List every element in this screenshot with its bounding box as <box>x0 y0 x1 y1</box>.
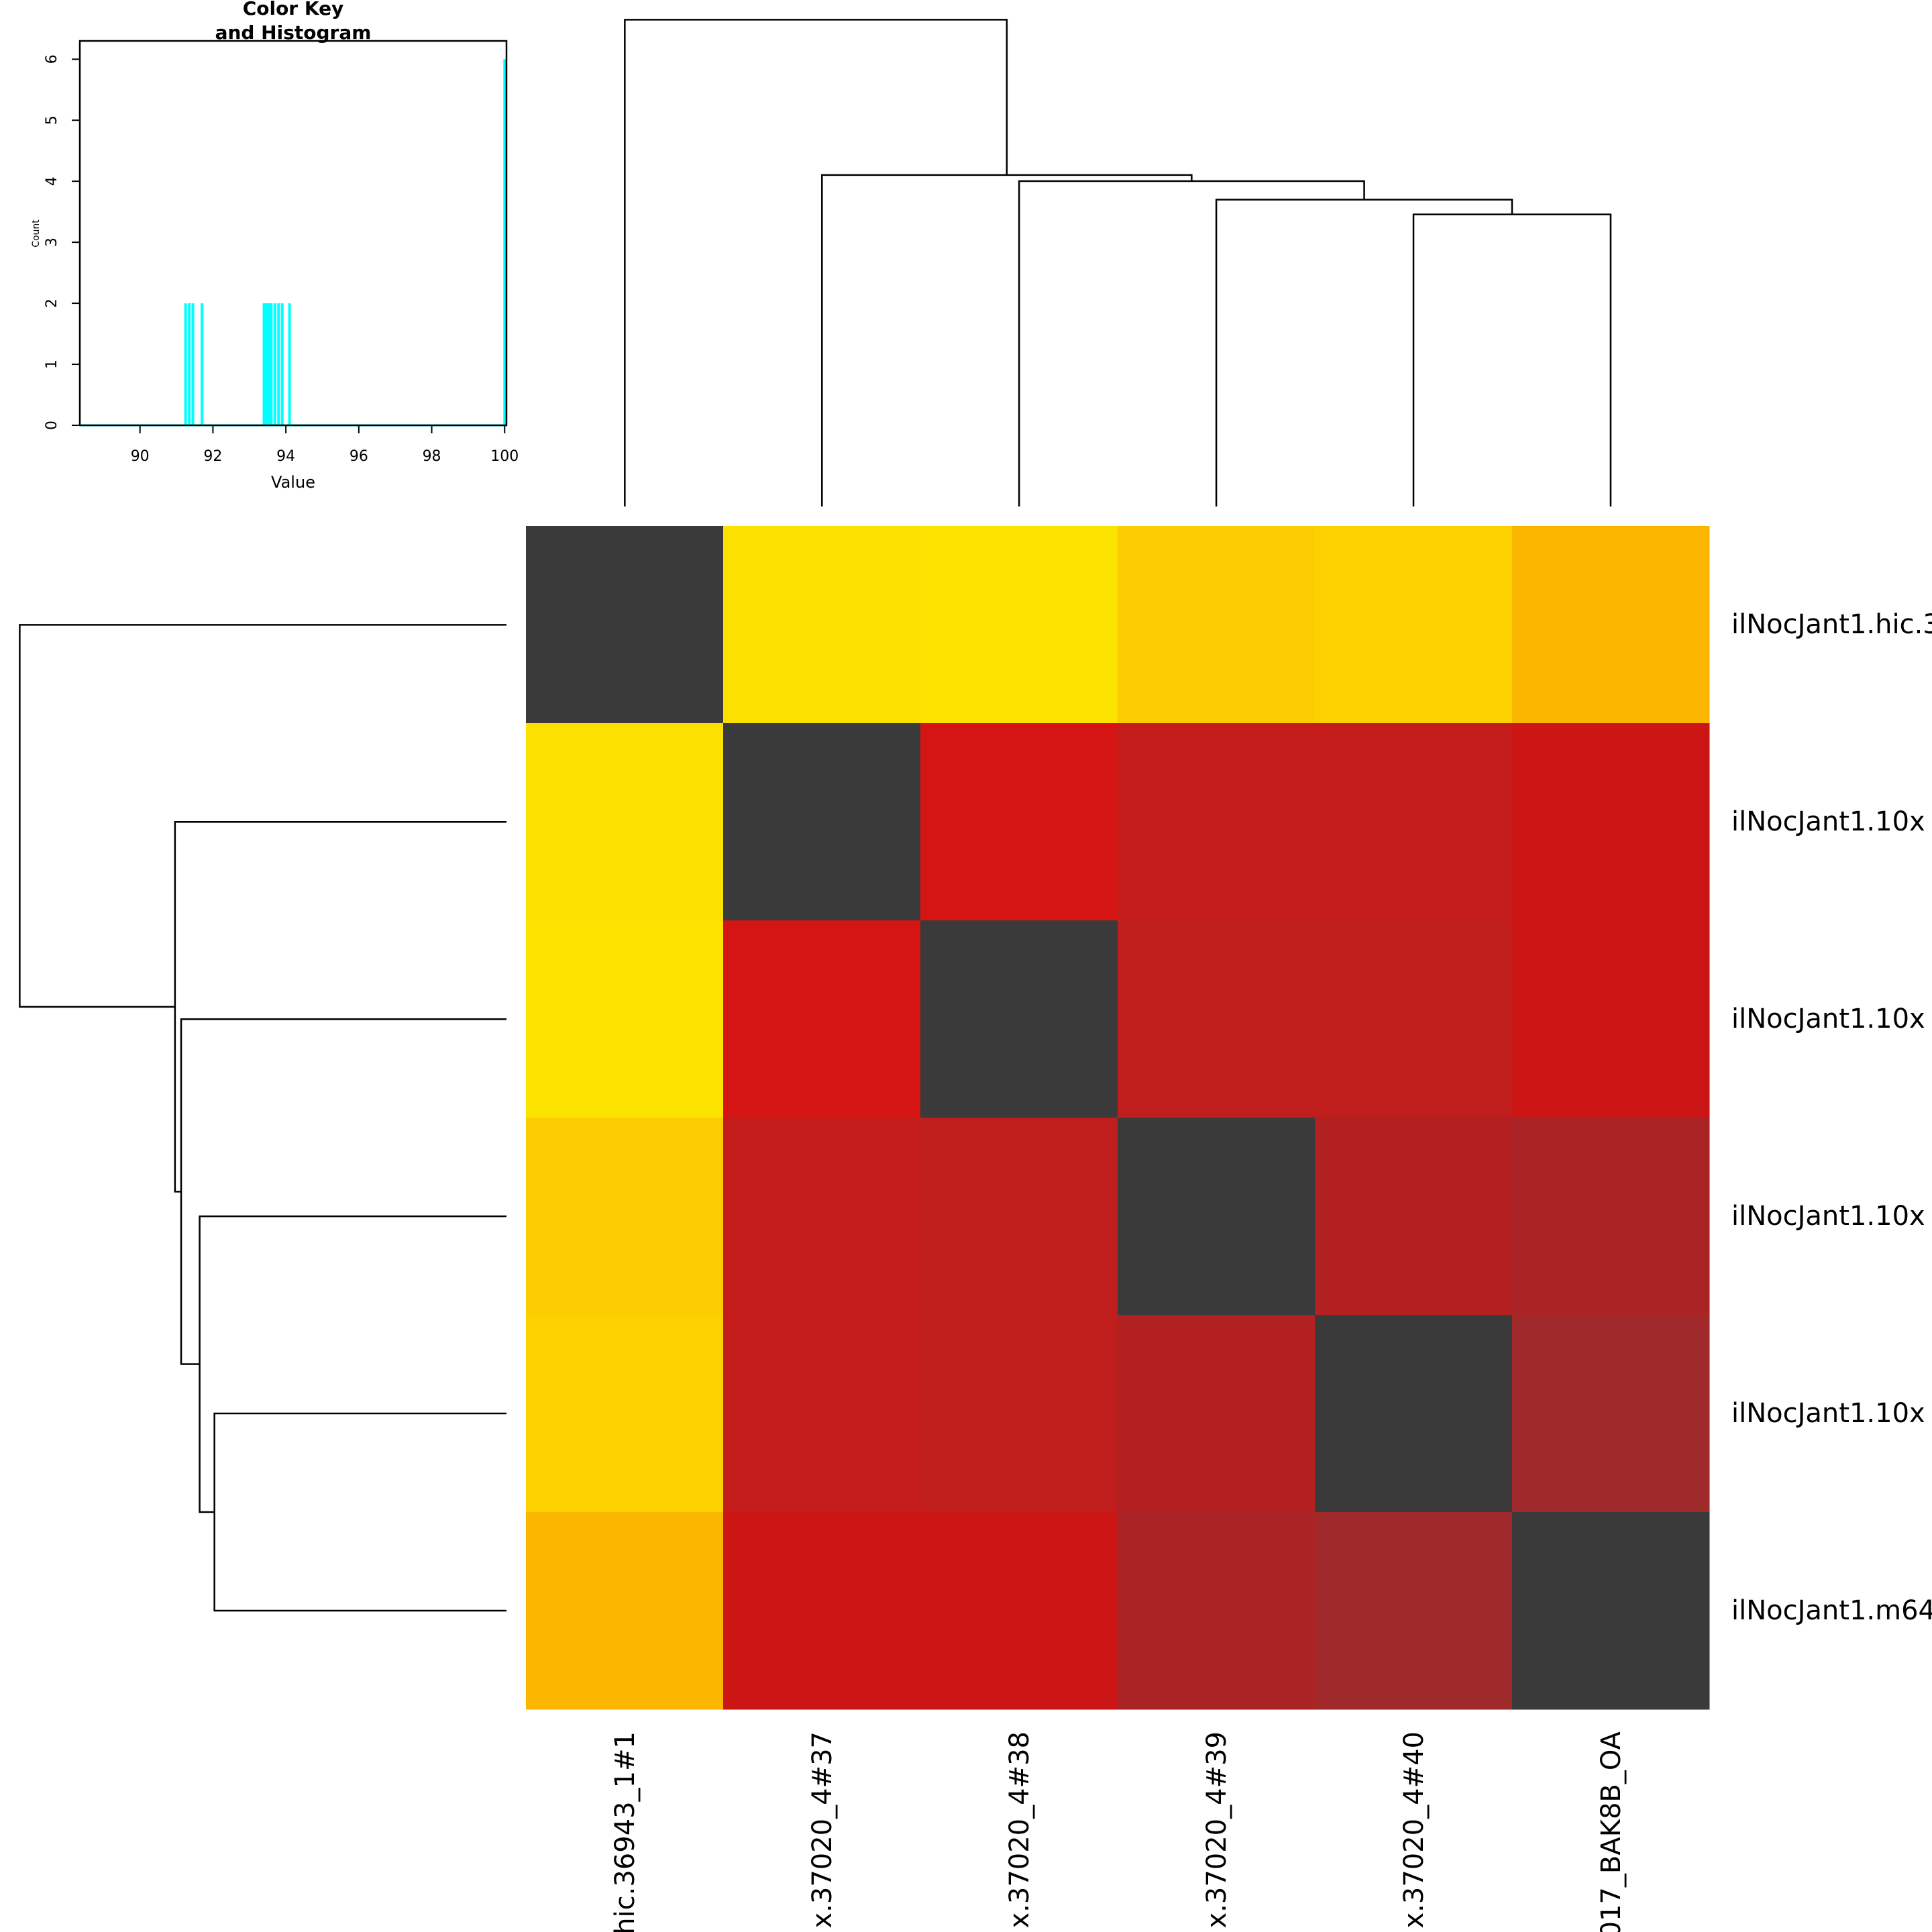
y-tick-label: 2 <box>44 299 60 308</box>
heatmap-cell <box>1315 920 1513 1118</box>
y-tick-label: 4 <box>44 176 60 186</box>
column-label: hic.36943_1#1 <box>610 1731 641 1932</box>
heatmap-cell <box>1512 1512 1710 1710</box>
heatmap-cell <box>920 920 1118 1118</box>
x-tick-label: 98 <box>423 448 441 465</box>
key-title: Color Key <box>243 0 344 19</box>
column-label: 017_BAK8B_OA <box>1596 1731 1627 1932</box>
heatmap-cell <box>526 1118 724 1316</box>
heatmap-cell <box>723 920 921 1118</box>
y-tick-label: 0 <box>44 421 60 430</box>
heatmap-cell <box>1512 1118 1710 1316</box>
heatmap-cell <box>1315 1512 1513 1710</box>
heatmap-cell <box>1512 723 1710 921</box>
column-label: x.37020_4#38 <box>1004 1731 1035 1929</box>
heatmap-cell <box>1118 723 1316 921</box>
heatmap-cell <box>920 526 1118 724</box>
x-axis-label: Value <box>271 473 315 492</box>
heatmap-cell <box>1315 1315 1513 1513</box>
heatmap-cell <box>1315 723 1513 921</box>
heatmap-cell <box>920 1315 1118 1513</box>
column-label: x.37020_4#40 <box>1399 1731 1430 1929</box>
heatmap-cell <box>526 1512 724 1710</box>
heatmap-cell <box>1315 1118 1513 1316</box>
heatmap-cell <box>526 723 724 921</box>
heatmap-cell <box>920 723 1118 921</box>
heatmap-cell <box>723 1512 921 1710</box>
column-dendrogram <box>624 19 1612 507</box>
y-tick-label: 6 <box>44 54 60 64</box>
heatmap-cell <box>526 920 724 1118</box>
row-dendrogram <box>19 624 507 1612</box>
column-label: x.37020_4#37 <box>807 1731 838 1929</box>
y-tick-label: 3 <box>44 237 60 247</box>
plot-frame <box>78 40 508 427</box>
x-tick-label: 96 <box>350 448 368 465</box>
row-label: ilNocJant1.10x <box>1731 1201 1925 1232</box>
heatmap-cell <box>1118 1118 1316 1316</box>
x-tick-label: 100 <box>490 448 519 465</box>
heatmap-cell <box>1512 920 1710 1118</box>
heatmap-cell <box>1118 526 1316 724</box>
heatmap-cell <box>723 1118 921 1316</box>
key-subtitle: and Histogram <box>215 21 372 44</box>
row-label: ilNocJant1.10x <box>1731 1004 1925 1034</box>
row-label: ilNocJant1.10x <box>1731 806 1925 837</box>
heatmap-cell <box>920 1118 1118 1316</box>
y-axis-label: Count <box>31 219 42 248</box>
heatmap-cell <box>920 1512 1118 1710</box>
heatmap-cell <box>723 526 921 724</box>
row-label: ilNocJant1.hic.3 <box>1731 609 1932 640</box>
row-label: ilNocJant1.10x <box>1731 1398 1925 1429</box>
heatmap-cell <box>1118 920 1316 1118</box>
x-tick-label: 90 <box>131 448 150 465</box>
row-label: ilNocJant1.m64 <box>1731 1595 1932 1626</box>
heatmap-cell <box>1315 526 1513 724</box>
heatmap-cell <box>1118 1315 1316 1513</box>
x-tick-label: 92 <box>203 448 222 465</box>
heatmap-cell <box>1512 1315 1710 1513</box>
heatmap-cell <box>526 1315 724 1513</box>
heatmap-cell <box>526 526 724 724</box>
column-label: x.37020_4#39 <box>1201 1731 1232 1929</box>
heatmap-cell <box>723 723 921 921</box>
y-tick-label: 5 <box>44 115 60 125</box>
heatmap-cell <box>723 1315 921 1513</box>
heatmap-cell <box>1512 526 1710 724</box>
heatmap-cell <box>1118 1512 1316 1710</box>
y-tick-label: 1 <box>44 360 60 369</box>
x-tick-label: 94 <box>276 448 295 465</box>
